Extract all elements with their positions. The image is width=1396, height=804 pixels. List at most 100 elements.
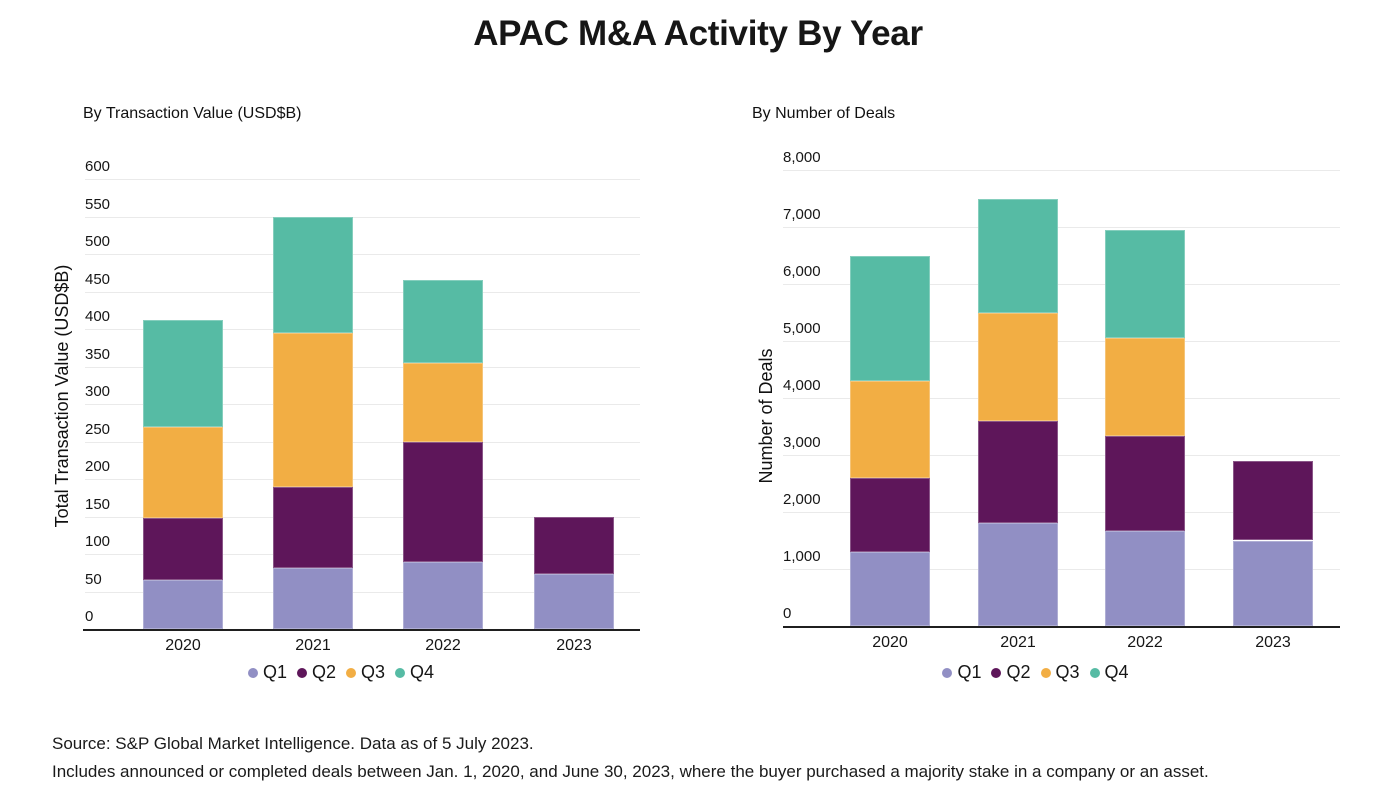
bar-segment-2023-Q2 — [534, 517, 614, 575]
y-axis-tick-label: 2,000 — [783, 491, 821, 508]
y-axis-tick-label: 8,000 — [783, 149, 821, 166]
x-axis-tick-label: 2021 — [1000, 634, 1036, 651]
legend-label: Q4 — [410, 662, 435, 682]
y-axis-tick-label: 6,000 — [783, 263, 821, 280]
x-axis-tick-label: 2022 — [425, 637, 461, 654]
bar-segment-2020-Q1 — [850, 551, 930, 626]
bar-segment-2022-Q1 — [1105, 530, 1185, 626]
y-axis-tick-label: 250 — [85, 420, 111, 438]
gridline — [85, 366, 640, 368]
gridline — [783, 170, 1340, 171]
left-chart-y-axis-label: Total Transaction Value (USD$B) — [52, 264, 72, 528]
bar-segment-2021-Q2 — [978, 420, 1058, 524]
gridline — [85, 254, 640, 255]
legend-dot-Q1 — [942, 667, 953, 678]
legend-dot-Q2 — [296, 667, 307, 678]
x-axis-line — [83, 629, 640, 631]
source-note: Source: S&P Global Market Intelligence. … — [52, 730, 1382, 786]
y-axis-tick-label: 500 — [85, 233, 111, 250]
bar-segment-2020-Q4 — [143, 320, 223, 427]
bar-segment-2021-Q2 — [273, 486, 353, 568]
left-chart-subtitle: By Transaction Value (USD$B) — [83, 105, 302, 122]
bar-segment-2021-Q3 — [273, 332, 353, 487]
y-axis-tick-label: 550 — [85, 195, 111, 213]
legend-label: Q2 — [1006, 662, 1031, 682]
y-axis-tick-label: 4,000 — [783, 377, 821, 394]
legend-label: Q2 — [311, 662, 336, 682]
gridline — [85, 291, 640, 293]
legend-item-Q4: Q4 — [1089, 662, 1129, 683]
x-axis-tick-label: 2022 — [1127, 634, 1163, 651]
gridline — [85, 329, 640, 330]
legend-item-Q2: Q2 — [991, 662, 1031, 683]
bar-segment-2021-Q1 — [978, 523, 1058, 626]
y-axis-tick-label: 100 — [85, 533, 111, 550]
gridline — [783, 455, 1340, 456]
bar-segment-2020-Q3 — [143, 426, 223, 518]
gridline — [85, 591, 640, 593]
page-title: APAC M&A Activity By Year — [473, 14, 923, 53]
legend-item-Q3: Q3 — [1040, 662, 1080, 683]
legend-item-Q4: Q4 — [395, 662, 434, 683]
y-axis-tick-label: 450 — [85, 270, 111, 288]
y-axis-tick-label: 400 — [85, 308, 111, 325]
legend-dot-Q1 — [247, 667, 258, 678]
bar-segment-2020-Q2 — [143, 518, 223, 581]
x-axis-tick-label: 2020 — [165, 637, 201, 654]
gridline — [85, 554, 640, 555]
gridline — [85, 479, 640, 480]
legend-dot-Q4 — [1089, 667, 1100, 678]
bar-segment-2020-Q2 — [850, 477, 930, 552]
y-axis-tick-label: 50 — [85, 570, 102, 588]
bar-segment-2022-Q2 — [1105, 435, 1185, 531]
legend-label: Q1 — [262, 662, 287, 682]
x-axis-tick-label: 2023 — [1255, 634, 1291, 651]
legend-dot-Q3 — [1040, 667, 1051, 678]
legend-item-Q1: Q1 — [247, 662, 287, 683]
legend-dot-Q3 — [346, 667, 356, 678]
y-axis-tick-label: 600 — [85, 158, 111, 175]
bar-segment-2022-Q3 — [1105, 338, 1185, 436]
right-chart-y-axis-label: Number of Deals — [756, 348, 776, 484]
y-axis-tick-label: 0 — [85, 608, 94, 625]
gridline — [85, 179, 640, 180]
y-axis-tick-label: 150 — [85, 495, 111, 513]
legend-item-Q3: Q3 — [346, 662, 385, 683]
legend-dot-Q4 — [395, 667, 406, 678]
bar-segment-2023-Q1 — [534, 574, 614, 629]
x-axis-tick-label: 2020 — [872, 634, 908, 651]
bar-segment-2021-Q1 — [273, 567, 353, 629]
legend-label: Q3 — [1055, 662, 1080, 682]
bar-segment-2022-Q1 — [403, 561, 483, 629]
bar-segment-2022-Q2 — [403, 442, 483, 562]
methodology-line: Includes announced or completed deals be… — [52, 762, 1209, 781]
gridline — [85, 441, 640, 443]
y-axis-tick-label: 7,000 — [783, 206, 821, 223]
x-axis-tick-label: 2023 — [556, 637, 592, 654]
bar-segment-2020-Q4 — [850, 255, 930, 381]
bar-segment-2020-Q3 — [850, 380, 930, 478]
gridline — [783, 512, 1340, 513]
y-axis-tick-label: 200 — [85, 458, 111, 475]
legend-label: Q4 — [1104, 662, 1129, 682]
bar-segment-2021-Q4 — [978, 198, 1058, 313]
left-chart-legend: Q1 Q2 Q3 Q4 — [85, 662, 597, 683]
gridline — [783, 569, 1340, 570]
bar-segment-2022-Q4 — [1105, 229, 1185, 339]
y-axis-tick-label: 300 — [85, 383, 111, 400]
bar-segment-2021-Q3 — [978, 312, 1058, 421]
bar-segment-2022-Q4 — [403, 280, 483, 363]
legend-item-Q1: Q1 — [942, 662, 981, 683]
gridline — [783, 284, 1340, 285]
source-line: Source: S&P Global Market Intelligence. … — [52, 734, 534, 753]
gridline — [85, 216, 640, 218]
y-axis-tick-label: 1,000 — [783, 548, 821, 565]
gridline — [783, 398, 1340, 399]
bar-segment-2021-Q4 — [273, 216, 353, 333]
x-axis-line — [783, 626, 1340, 628]
gridline — [85, 516, 640, 518]
legend-dot-Q2 — [991, 667, 1002, 678]
bar-segment-2023-Q2 — [1233, 460, 1313, 541]
bar-segment-2023-Q1 — [1233, 540, 1313, 626]
